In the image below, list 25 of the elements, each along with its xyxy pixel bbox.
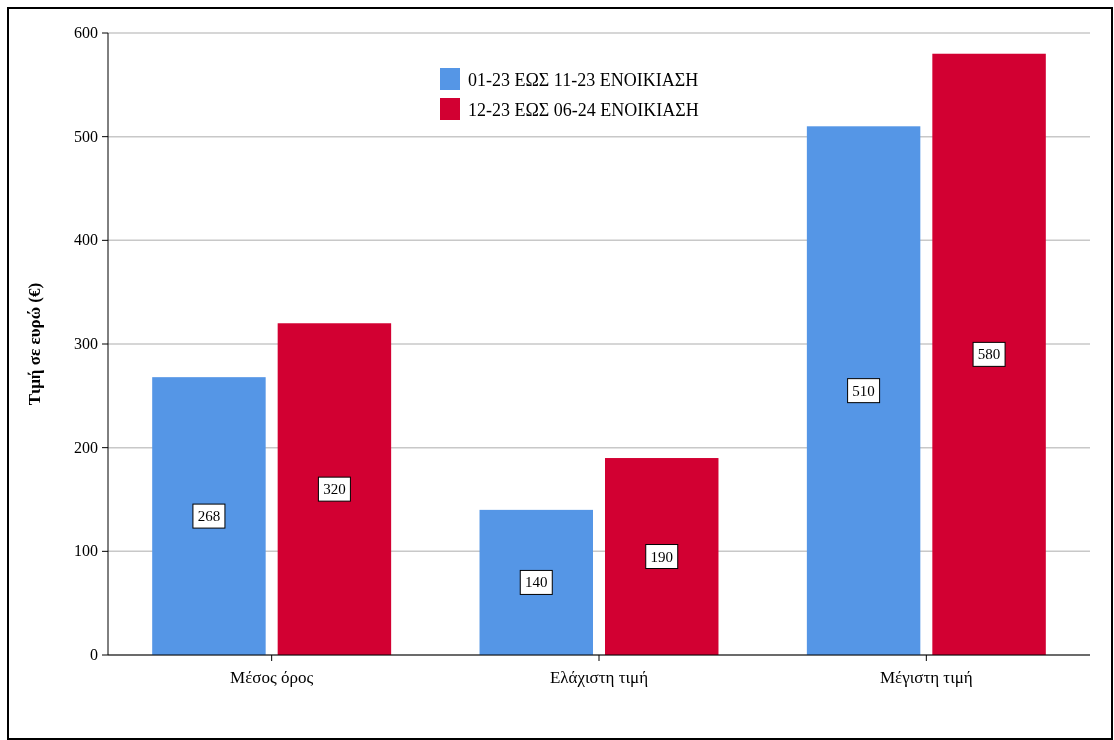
x-tick-label: Μέγιστη τιμή xyxy=(879,668,973,687)
y-tick-label: 600 xyxy=(74,24,98,41)
bar xyxy=(152,377,266,655)
y-tick-label: 100 xyxy=(74,542,98,560)
y-tick-label: 500 xyxy=(74,127,98,145)
bar xyxy=(479,509,593,655)
data-label: 510 xyxy=(852,382,875,399)
bar xyxy=(277,323,392,655)
data-label: 190 xyxy=(650,548,673,565)
data-label: 580 xyxy=(977,346,1001,363)
y-tick-label: 400 xyxy=(74,231,98,249)
y-tick-label: 200 xyxy=(74,438,98,456)
y-tick-label: 0 xyxy=(90,646,98,663)
legend-label: 01-23 ΕΩΣ 11-23 ΕΝΟΙΚΙΑΣΗ xyxy=(468,70,699,90)
x-tick-label: Μέσος όρος xyxy=(230,668,314,687)
bar xyxy=(605,458,719,655)
data-label: 140 xyxy=(525,574,548,591)
data-label: 268 xyxy=(197,508,221,525)
bar xyxy=(932,53,1046,655)
y-tick-label: 300 xyxy=(74,335,98,352)
bar xyxy=(806,126,921,655)
data-label: 320 xyxy=(323,481,346,498)
y-axis-title: Τιμή σε ευρώ (€) xyxy=(25,282,44,406)
x-tick-label: Ελάχιστη τιμή xyxy=(549,668,649,687)
legend-label: 12-23 ΕΩΣ 06-24 ΕΝΟΙΚΙΑΣΗ xyxy=(468,100,699,120)
